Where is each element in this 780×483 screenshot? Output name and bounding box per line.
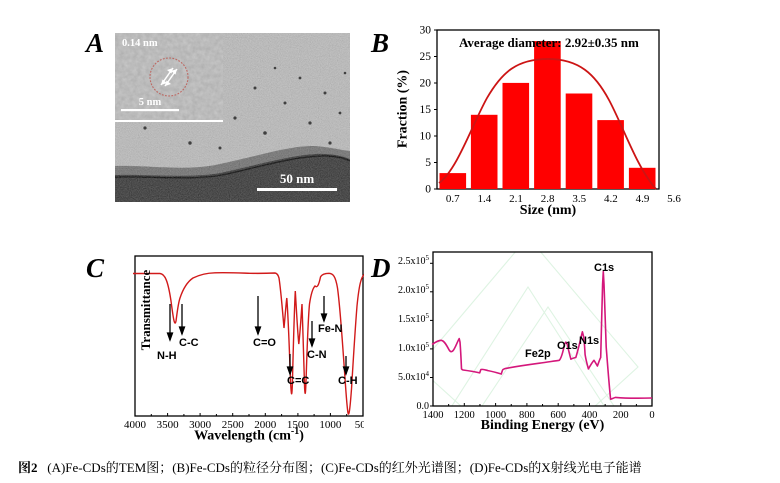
svg-text:2.0x105: 2.0x105	[398, 283, 430, 296]
svg-text:2.5x105: 2.5x105	[398, 254, 430, 267]
svg-text:5.0x104: 5.0x104	[398, 370, 430, 383]
svg-text:20: 20	[420, 78, 432, 90]
svg-text:30: 30	[420, 25, 432, 37]
svg-text:N-H: N-H	[157, 350, 177, 362]
svg-text:N1s: N1s	[579, 335, 599, 347]
svg-text:25: 25	[420, 51, 432, 63]
svg-text:10: 10	[420, 131, 432, 143]
svg-text:50 nm: 50 nm	[280, 171, 314, 186]
svg-text:Fe2p: Fe2p	[525, 348, 551, 360]
svg-text:0: 0	[425, 184, 431, 196]
svg-text:O1s: O1s	[557, 340, 578, 352]
svg-text:1.5x105: 1.5x105	[398, 312, 430, 325]
svg-text:C=O: C=O	[253, 337, 276, 349]
svg-text:5.6: 5.6	[667, 193, 681, 205]
svg-text:C-C: C-C	[179, 337, 199, 349]
svg-text:Fe-N: Fe-N	[318, 323, 343, 335]
svg-text:1.0x105: 1.0x105	[398, 341, 430, 354]
svg-text:15: 15	[420, 104, 432, 116]
svg-text:5 nm: 5 nm	[139, 97, 162, 108]
svg-text:C=C: C=C	[287, 375, 309, 387]
svg-text:0.14 nm: 0.14 nm	[122, 38, 158, 49]
svg-text:Average diameter: 2.92±0.35 nm: Average diameter: 2.92±0.35 nm	[459, 35, 639, 50]
svg-text:C1s: C1s	[594, 262, 614, 274]
svg-text:C-N: C-N	[307, 349, 327, 361]
svg-text:C-H: C-H	[338, 375, 358, 387]
svg-text:5: 5	[425, 157, 431, 169]
